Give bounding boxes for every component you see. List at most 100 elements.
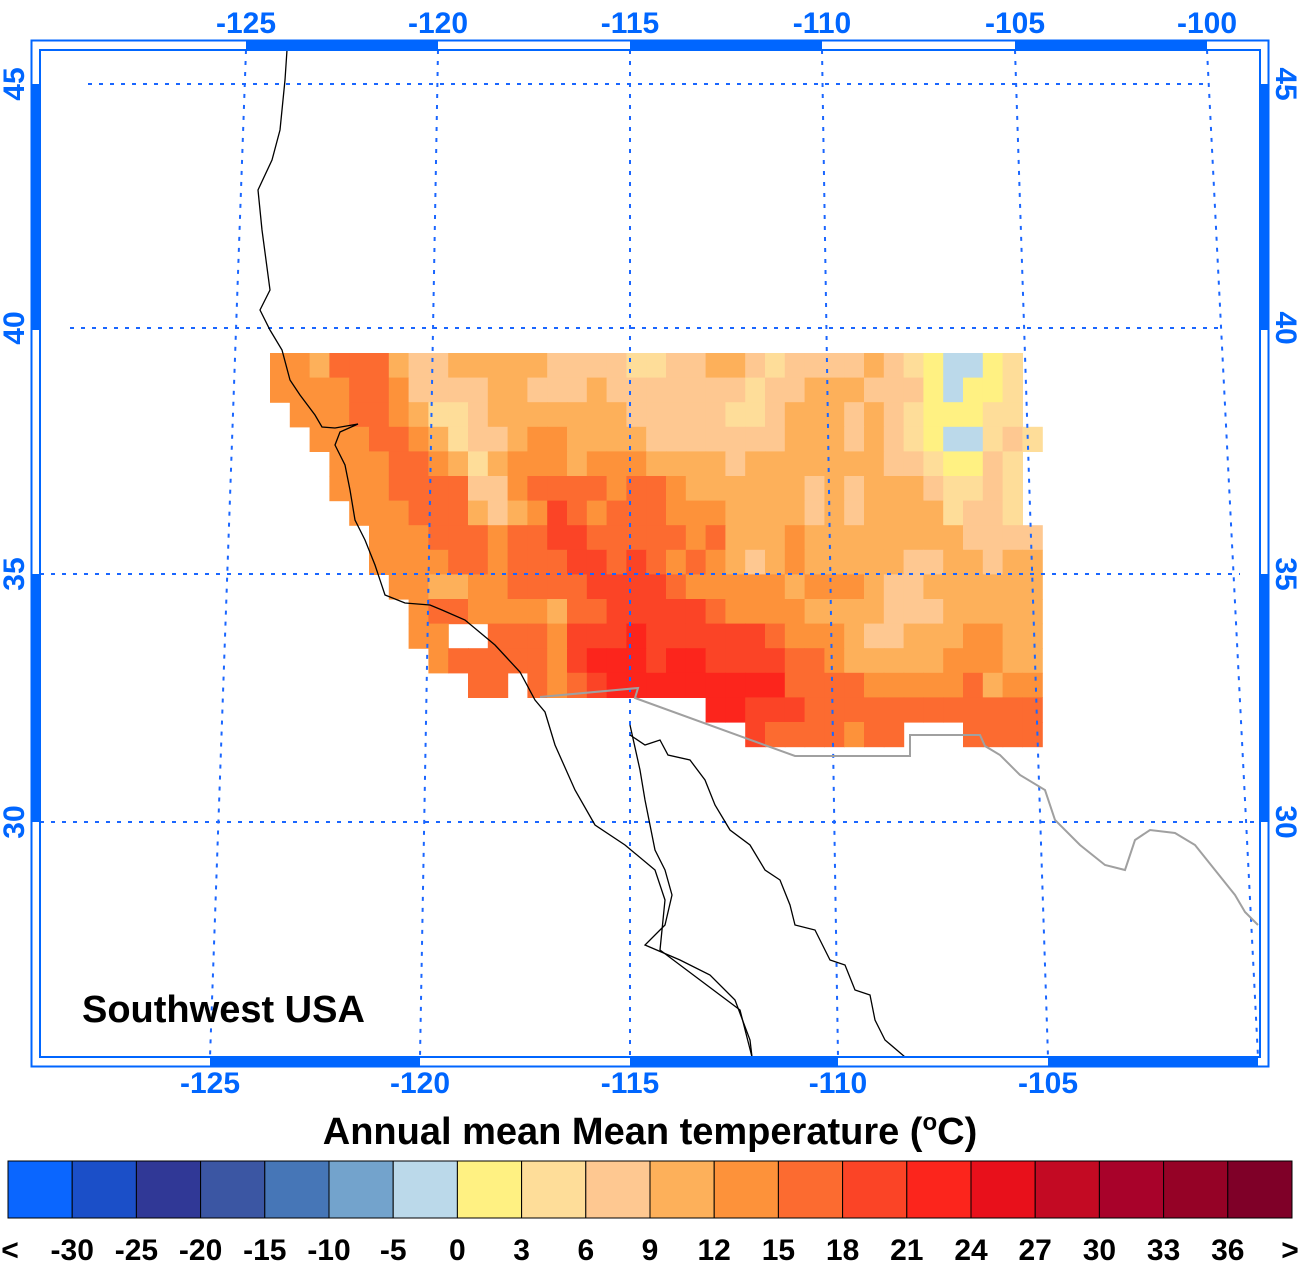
grid-cell — [705, 623, 726, 649]
grid-cell — [408, 549, 429, 575]
grid-cell — [626, 648, 647, 674]
grid-cell — [765, 402, 786, 428]
grid-cell — [567, 525, 588, 551]
grid-cell — [705, 525, 726, 551]
grid-cell — [507, 648, 528, 674]
grid-cell — [567, 353, 588, 379]
grid-cell — [745, 722, 766, 748]
grid-cell — [685, 402, 707, 428]
grid-cell — [943, 426, 964, 452]
grid-cell — [804, 722, 825, 748]
colorbar-tick-label: 3 — [513, 1234, 530, 1267]
lon-label: -120 — [390, 1067, 450, 1100]
colorbar-swatch — [7, 1160, 73, 1219]
colorbar-tick-label: -5 — [380, 1234, 407, 1267]
grid-cell — [903, 574, 924, 600]
grid-cell — [982, 599, 1004, 625]
grid-cell — [844, 353, 865, 379]
grid-cell — [606, 402, 627, 428]
us-mexico-border — [539, 686, 1259, 926]
grid-cell — [448, 353, 469, 379]
grid-cell — [804, 476, 825, 502]
grid-cell — [903, 648, 924, 674]
grid-cell — [864, 648, 885, 674]
colorbar-tick-label: > — [1281, 1234, 1299, 1267]
grid-cell — [765, 353, 786, 379]
colorbar-swatch — [713, 1160, 779, 1219]
grid-cell — [487, 476, 509, 502]
grid-cell — [646, 599, 667, 625]
grid-cell — [626, 574, 647, 600]
grid-cell — [864, 549, 885, 575]
grid-cell — [270, 377, 291, 403]
grid-cell — [666, 426, 687, 452]
grid-cell — [804, 648, 825, 674]
grid-cell — [685, 549, 707, 575]
grid-cell — [804, 500, 825, 526]
lon-label: -105 — [1018, 1067, 1078, 1100]
lon-line-120 — [419, 49, 439, 1058]
grid-cell — [725, 525, 746, 551]
grid-cell — [1002, 574, 1023, 600]
grid-cell — [1002, 451, 1023, 477]
grid-cell — [1002, 476, 1023, 502]
grid-cell — [507, 476, 528, 502]
grid-cell — [923, 623, 944, 649]
colorbar-tick-label: -20 — [179, 1234, 222, 1267]
grid-cell — [547, 476, 568, 502]
grid-cell — [745, 599, 766, 625]
grid-cell — [864, 377, 885, 403]
grid-cell — [468, 353, 489, 379]
grid-cell — [507, 377, 528, 403]
grid-cell — [784, 722, 806, 748]
grid-cell — [507, 574, 528, 600]
colorbar-tick-label: 30 — [1083, 1234, 1116, 1267]
grid-cell — [408, 426, 429, 452]
grid-cell — [864, 672, 885, 698]
colorbar-tick-label: -10 — [307, 1234, 350, 1267]
colorbar-tick-label: -25 — [115, 1234, 158, 1267]
grid-cell — [626, 353, 647, 379]
grid-cell — [626, 599, 647, 625]
left-latitude-labels: 45 40 35 30 — [0, 67, 31, 838]
grid-cell — [725, 623, 746, 649]
grid-cell — [626, 426, 647, 452]
grid-cell — [963, 549, 984, 575]
lon-label: -125 — [216, 7, 276, 40]
grid-cell — [844, 377, 865, 403]
grid-cell — [903, 377, 924, 403]
grid-cell — [468, 377, 489, 403]
grid-cell — [646, 648, 667, 674]
grid-cell — [864, 525, 885, 551]
grid-cell — [963, 574, 984, 600]
grid-cell — [309, 377, 330, 403]
grid-cell — [1022, 426, 1043, 452]
grid-cell — [408, 402, 429, 428]
grid-cell — [685, 353, 707, 379]
grid-cell — [567, 377, 588, 403]
grid-cell — [586, 672, 608, 698]
grid-cell — [329, 377, 350, 403]
grid-cell — [685, 500, 707, 526]
grid-cell — [428, 451, 449, 477]
colorbar-title-unit: C) — [937, 1111, 977, 1153]
grid-cell — [883, 697, 905, 723]
grid-cell — [349, 426, 370, 452]
grid-cell — [606, 353, 627, 379]
grid-cell — [784, 377, 806, 403]
colorbar-swatch — [842, 1160, 908, 1219]
grid-cell — [982, 525, 1004, 551]
grid-cell — [883, 353, 905, 379]
grid-cell — [923, 402, 944, 428]
grid-cell — [765, 549, 786, 575]
grid-cell — [369, 377, 390, 403]
grid-cell — [567, 549, 588, 575]
grid-cell — [487, 599, 509, 625]
grid-cell — [547, 672, 568, 698]
grid-cell — [1022, 574, 1043, 600]
grid-cell — [666, 599, 687, 625]
grid-cell — [626, 525, 647, 551]
grid-cell — [982, 500, 1004, 526]
colorbar-swatch — [456, 1160, 523, 1219]
grid-cell — [527, 353, 548, 379]
